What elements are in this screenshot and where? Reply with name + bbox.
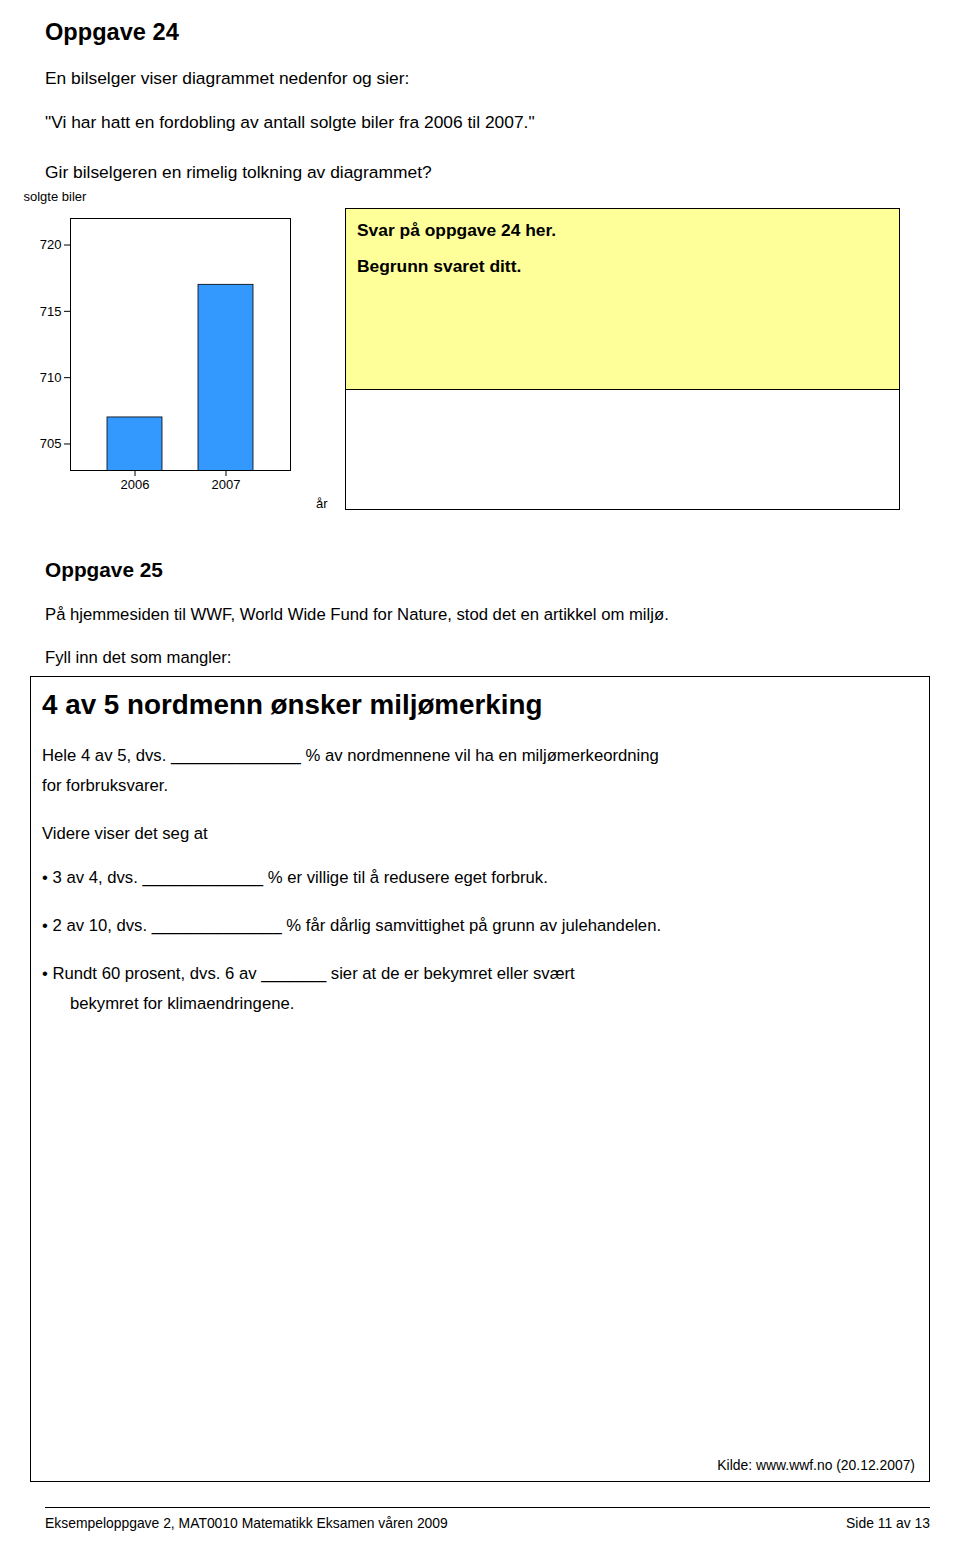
html-text:"Vi har hatt en fordobling av: "Vi har hatt en fordobling av antall sol… [45,112,535,132]
html-text:En bilselger viser diagrammet: En bilselger viser diagrammet nedenfor o… [45,68,410,88]
html-text:• 2 av 10, dvs. ______________: • 2 av 10, dvs. ______________ % får dår… [42,916,662,935]
html-text:Side 11 av 13: Side 11 av 13 [846,1515,930,1531]
svg-text:år: år [316,496,328,511]
svg-text:710: 710 [40,370,62,385]
html-text:Oppgave 25: Oppgave 25 [45,558,163,581]
html-text:bekymret for klimaendringene.: bekymret for klimaendringene. [56,994,295,1013]
html-text:Gir bilselgeren en rimelig tol: Gir bilselgeren en rimelig tolkning av d… [45,162,432,182]
svg-text:715: 715 [40,304,62,319]
html-text:for forbruksvarer.: for forbruksvarer. [42,776,169,795]
html-text:Begrunn svaret ditt.: Begrunn svaret ditt. [357,256,522,276]
html-text:På hjemmesiden til WWF, World: På hjemmesiden til WWF, World Wide Fund … [45,605,669,624]
svg-text:705: 705 [40,436,62,451]
svg-text:2007: 2007 [212,477,241,492]
html-text:• 3 av 4, dvs. _____________ %: • 3 av 4, dvs. _____________ % er villig… [42,868,548,887]
html-text:Oppgave 24: Oppgave 24 [45,19,179,45]
svg-text:720: 720 [40,237,62,252]
svg-text:2006: 2006 [121,477,150,492]
html-text:Videre viser det seg at: Videre viser det seg at [42,824,208,843]
html-text:Hele 4 av 5, dvs. ____________: Hele 4 av 5, dvs. ______________ % av no… [42,746,659,765]
html-text:4 av 5 nordmenn ønsker miljøme: 4 av 5 nordmenn ønsker miljømerking [42,689,543,720]
html-text:Eksempeloppgave 2, MAT0010 Mat: Eksempeloppgave 2, MAT0010 Matematikk Ek… [45,1515,448,1531]
html-text:• Rundt 60 prosent, dvs. 6 av: • Rundt 60 prosent, dvs. 6 av _______ si… [42,964,575,983]
html-text:Fyll inn det som mangler:: Fyll inn det som mangler: [45,648,232,667]
html-text:Kilde: www.wwf.no (20.12.2007): Kilde: www.wwf.no (20.12.2007) [717,1457,915,1473]
svg-text:solgte biler: solgte biler [24,189,88,204]
html-text:Svar på oppgave 24 her.: Svar på oppgave 24 her. [357,220,557,240]
